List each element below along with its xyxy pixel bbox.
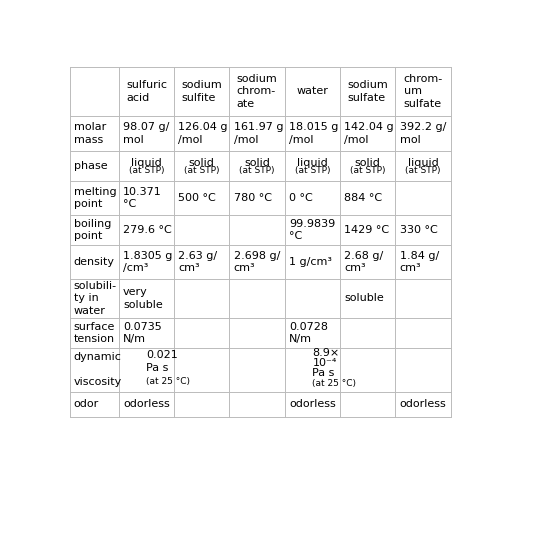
Text: 98.07 g/
mol: 98.07 g/ mol (123, 122, 169, 144)
Text: 10⁻⁴: 10⁻⁴ (312, 358, 337, 368)
Text: 392.2 g/
mol: 392.2 g/ mol (399, 122, 446, 144)
Text: phase: phase (74, 161, 107, 171)
Text: molar
mass: molar mass (74, 122, 106, 144)
Text: 99.9839
°C: 99.9839 °C (289, 219, 335, 241)
Text: 780 °C: 780 °C (234, 193, 272, 203)
Text: 2.68 g/
cm³: 2.68 g/ cm³ (344, 251, 384, 273)
Text: odorless: odorless (399, 399, 446, 409)
Text: 884 °C: 884 °C (344, 193, 383, 203)
Text: (at 25 °C): (at 25 °C) (312, 379, 356, 388)
Text: solubili-
ty in
water: solubili- ty in water (74, 281, 117, 316)
Text: melting
point: melting point (74, 187, 116, 209)
Text: 0.0728
N/m: 0.0728 N/m (289, 322, 328, 344)
Text: boiling
point: boiling point (74, 219, 111, 241)
Text: 0.021: 0.021 (147, 349, 178, 360)
Text: surface
tension: surface tension (74, 322, 115, 344)
Text: sodium
sulfate: sodium sulfate (347, 80, 388, 102)
Text: 279.6 °C: 279.6 °C (123, 225, 172, 235)
Text: odorless: odorless (289, 399, 336, 409)
Text: (at STP): (at STP) (184, 166, 220, 175)
Text: Pa s: Pa s (312, 368, 335, 378)
Text: odorless: odorless (123, 399, 170, 409)
Text: 142.04 g
/mol: 142.04 g /mol (344, 122, 394, 144)
Text: soluble: soluble (344, 293, 384, 304)
Text: density: density (74, 257, 114, 267)
Text: 8.9×: 8.9× (312, 348, 340, 358)
Text: chrom-
um
sulfate: chrom- um sulfate (403, 74, 443, 109)
Text: (at STP): (at STP) (295, 166, 330, 175)
Text: 2.698 g/
cm³: 2.698 g/ cm³ (234, 251, 280, 273)
Text: dynamic

viscosity: dynamic viscosity (74, 353, 122, 387)
Text: liquid: liquid (408, 158, 439, 168)
Text: 330 °C: 330 °C (399, 225, 438, 235)
Text: water: water (296, 87, 329, 96)
Text: very
soluble: very soluble (123, 287, 163, 310)
Text: 0 °C: 0 °C (289, 193, 313, 203)
Text: 10.371
°C: 10.371 °C (123, 187, 162, 209)
Text: (at 25 °C): (at 25 °C) (147, 377, 190, 386)
Text: (at STP): (at STP) (350, 166, 385, 175)
Text: solid: solid (244, 158, 270, 168)
Text: sodium
chrom-
ate: sodium chrom- ate (237, 74, 277, 109)
Text: liquid: liquid (131, 158, 162, 168)
Text: (at STP): (at STP) (129, 166, 164, 175)
Text: odor: odor (74, 399, 99, 409)
Text: Pa s: Pa s (147, 363, 169, 373)
Text: 500 °C: 500 °C (178, 193, 216, 203)
Text: liquid: liquid (297, 158, 328, 168)
Text: 161.97 g
/mol: 161.97 g /mol (234, 122, 283, 144)
Text: 1.8305 g
/cm³: 1.8305 g /cm³ (123, 251, 172, 273)
Text: solid: solid (355, 158, 381, 168)
Text: sodium
sulfite: sodium sulfite (181, 80, 222, 102)
Text: (at STP): (at STP) (239, 166, 275, 175)
Text: 0.0735
N/m: 0.0735 N/m (123, 322, 162, 344)
Text: 1429 °C: 1429 °C (344, 225, 390, 235)
Text: 2.63 g/
cm³: 2.63 g/ cm³ (178, 251, 217, 273)
Text: solid: solid (189, 158, 215, 168)
Text: (at STP): (at STP) (405, 166, 441, 175)
Text: 18.015 g
/mol: 18.015 g /mol (289, 122, 338, 144)
Text: 1.84 g/
cm³: 1.84 g/ cm³ (399, 251, 439, 273)
Text: 1 g/cm³: 1 g/cm³ (289, 257, 332, 267)
Text: 126.04 g
/mol: 126.04 g /mol (178, 122, 228, 144)
Text: sulfuric
acid: sulfuric acid (126, 80, 167, 102)
